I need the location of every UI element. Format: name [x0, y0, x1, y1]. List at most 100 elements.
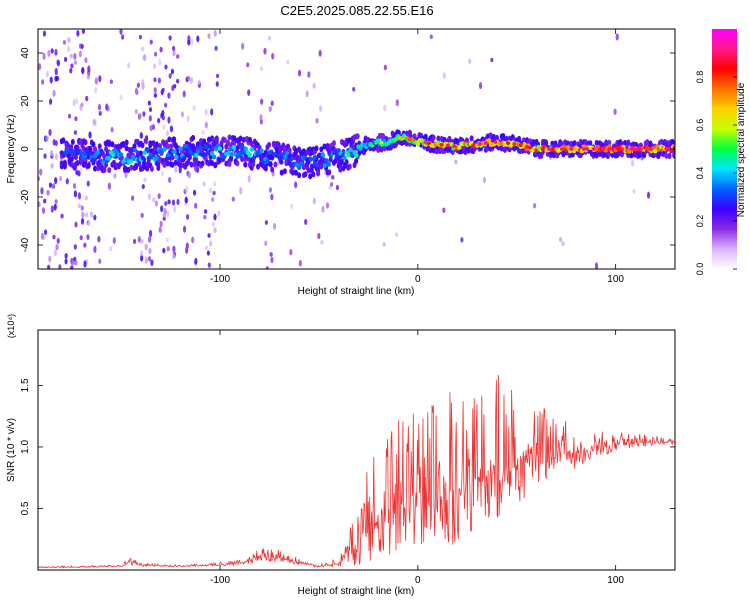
spectrogram-noise-cell: [88, 131, 92, 139]
spectrogram-noise-cell: [152, 63, 157, 70]
spectrogram-ridge-cell: [229, 151, 235, 157]
spectrogram-noise-cell: [72, 183, 77, 189]
spectrogram-noise-cell: [74, 116, 78, 122]
snr-xlabel: Height of straight line (km): [298, 586, 415, 597]
spectrogram-halo-cell: [645, 139, 650, 146]
y-tick-label: 0.5: [20, 501, 31, 515]
spectrogram-noise-cell: [54, 48, 58, 56]
spectrogram-noise-cell: [260, 98, 264, 105]
spectrogram-noise-cell: [325, 202, 330, 209]
spectrogram-noise-cell: [143, 54, 147, 62]
colorbar-label: Normalized spectral amplitude: [736, 82, 747, 217]
spectrogram-halo-cell: [156, 164, 161, 171]
spectrogram-ridge-cell: [486, 138, 492, 143]
spectrogram-peak-cell: [477, 142, 482, 146]
spectrogram-noise-cell: [164, 64, 168, 70]
spectrogram-noise-cell: [77, 203, 81, 209]
spectrogram-halo-cell: [287, 147, 292, 154]
spectrogram-noise-cell: [210, 108, 214, 116]
spectrogram-noise-cell: [55, 75, 59, 82]
spectrogram-noise-cell: [217, 210, 221, 217]
spectrogram-noise-cell: [215, 73, 220, 79]
spectrogram-ridge-cell: [67, 149, 72, 155]
spectrogram-noise-cell: [48, 128, 52, 136]
spectrogram-noise-cell: [305, 90, 309, 98]
snr-series-line: [38, 374, 675, 569]
spectrogram-halo-cell: [308, 173, 313, 180]
spectrogram-noise-cell: [264, 240, 268, 246]
spectrogram-halo-cell: [96, 165, 101, 172]
spectrogram-noise-cell: [289, 249, 293, 256]
spectrogram-halo-cell: [111, 159, 116, 166]
spectrogram-noise-cell: [107, 182, 111, 190]
spectrogram-halo-cell: [243, 161, 248, 168]
spectrogram-noise-cell: [164, 102, 168, 108]
spectrogram-noise-cell: [212, 190, 216, 196]
spectrogram-noise-cell: [50, 150, 54, 157]
spectrogram-noise-cell: [140, 239, 144, 244]
spectrogram-noise-cell: [42, 30, 47, 37]
spectrogram-noise-cell: [331, 175, 335, 180]
spectrogram-noise-cell: [207, 233, 211, 238]
spectrogram-halo-cell: [263, 165, 268, 172]
spectrogram-noise-cell: [315, 118, 319, 124]
spectrogram-ridge-cell: [140, 155, 146, 161]
spectrogram-halo-cell: [168, 143, 173, 150]
spectrogram-noise-cell: [74, 260, 78, 266]
spectrogram-halo-cell: [129, 164, 134, 171]
spectrogram-halo-cell: [91, 141, 96, 148]
spectrogram-halo-cell: [86, 162, 91, 169]
spectrogram-noise-cell: [239, 187, 243, 195]
spectrogram-halo-cell: [181, 146, 186, 153]
spectrogram-halo-cell: [502, 146, 507, 153]
spectrogram-noise-cell: [304, 218, 308, 226]
spectrogram-noise-cell: [172, 206, 177, 213]
spectrogram-halo-cell: [431, 134, 436, 141]
spectrogram-ridge-cell: [69, 157, 74, 162]
spectrogram-ridge-cell: [87, 151, 92, 157]
spectrogram-noise-cell: [47, 264, 51, 269]
spectrogram-halo-cell: [170, 154, 175, 161]
spectrogram-halo-cell: [240, 156, 245, 163]
spectrogram-noise-cell: [147, 236, 152, 243]
spectrogram-noise-cell: [86, 180, 90, 187]
spectrogram-noise-cell: [147, 256, 152, 262]
spectrogram-noise-cell: [166, 210, 170, 218]
spectrogram-noise-cell: [160, 205, 164, 213]
spectrogram-noise-cell: [171, 45, 176, 52]
spectrogram-halo-cell: [447, 135, 452, 142]
spectrogram-noise-cell: [153, 93, 157, 98]
spectrogram-peak-cell: [423, 140, 428, 145]
spectrogram-noise-cell: [119, 94, 123, 101]
y-tick-label: 0: [20, 146, 31, 152]
spectrogram-noise-cell: [67, 113, 72, 119]
spectrogram-noise-cell: [144, 256, 148, 264]
spectrogram-peak-cell: [540, 147, 545, 151]
spectrogram-peak-cell: [452, 144, 457, 149]
spectrogram-halo-cell: [140, 142, 145, 149]
spectrogram-halo-cell: [121, 140, 126, 147]
spectrogram-noise-cell: [87, 65, 91, 73]
spectrogram-halo-cell: [316, 170, 321, 177]
snr-frame: [37, 329, 676, 571]
spectrogram-noise-cell: [72, 99, 76, 107]
spectrogram-halo-cell: [293, 169, 298, 176]
spectrogram-noise-cell: [105, 103, 109, 111]
spectrogram-noise-cell: [211, 221, 216, 227]
spectrogram-halo-cell: [354, 158, 359, 165]
spectrogram-noise-cell: [161, 115, 165, 121]
spectrogram-noise-cell: [80, 43, 84, 50]
spectrogram-noise-cell: [86, 234, 90, 240]
spectrogram-halo-cell: [134, 162, 139, 169]
spectrogram-halo-cell: [423, 133, 428, 140]
spectrogram-noise-cell: [246, 62, 250, 68]
spectrogram-ridge-cell: [128, 158, 134, 164]
spectrogram-noise-cell: [187, 39, 191, 46]
spectrogram-halo-cell: [569, 140, 574, 147]
spectrogram-ridge-cell: [279, 159, 284, 165]
spectrogram-noise-cell: [153, 51, 158, 57]
spectrogram-noise-cell: [70, 265, 74, 269]
spectrogram-halo-cell: [667, 152, 672, 159]
spectrogram-noise-cell: [335, 184, 339, 191]
